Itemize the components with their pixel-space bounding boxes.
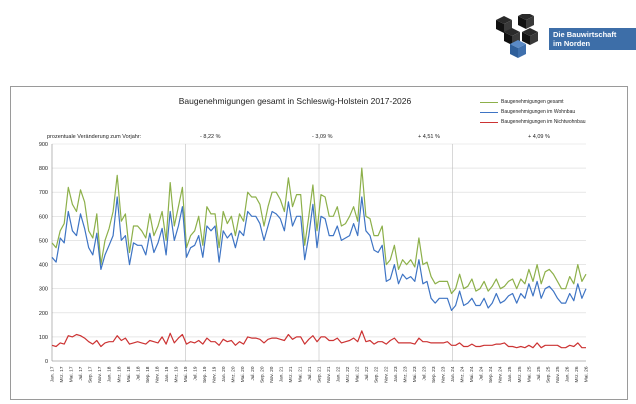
pct-change-2018: - 8,22 % xyxy=(200,134,221,140)
x-tick-label: Mai. 22 xyxy=(355,366,361,382)
pct-change-2021: + 4,09 % xyxy=(528,134,550,140)
x-tick-label: Mrz. 20 xyxy=(231,366,237,382)
legend-swatch xyxy=(480,111,498,113)
x-tick-label: Jan. 17 xyxy=(50,366,56,382)
legend-label: Baugenehmigungen gesamt xyxy=(501,99,564,105)
x-tick-label: Mai. 26 xyxy=(584,366,590,382)
x-tick-label: Nov. 25 xyxy=(555,366,561,383)
legend-swatch xyxy=(480,101,498,103)
x-tick-label: Sep. 24 xyxy=(488,366,494,383)
x-tick-label: Jan. 19 xyxy=(164,366,170,382)
x-tick-label: Sep. 21 xyxy=(317,366,323,383)
x-tick-label: Jul. 19 xyxy=(193,366,199,380)
x-tick-label: Mrz. 17 xyxy=(59,366,65,382)
x-tick-label: Mrz. 21 xyxy=(288,366,294,382)
x-tick-label: Jul. 23 xyxy=(421,366,427,380)
x-tick-label: Mai. 21 xyxy=(297,366,303,382)
x-tick-label: Nov. 18 xyxy=(154,366,160,383)
x-tick-label: Mrz. 24 xyxy=(460,366,466,382)
y-tick-label: 600 xyxy=(39,214,48,220)
x-tick-label: Mai. 24 xyxy=(469,366,475,382)
y-tick-label: 200 xyxy=(39,311,48,317)
x-tick-label: Mai. 25 xyxy=(526,366,532,382)
x-tick-label: Sep. 17 xyxy=(88,366,94,383)
pct-change-2020: + 4,51 % xyxy=(418,134,440,140)
x-tick-label: Sep. 18 xyxy=(145,366,151,383)
x-tick-label: Mrz. 26 xyxy=(574,366,580,382)
x-tick-label: Jan. 21 xyxy=(278,366,284,382)
legend-item-gesamt: Baugenehmigungen gesamt xyxy=(480,97,586,107)
legend-label: Baugenehmigungen im Wohnbau xyxy=(501,109,576,115)
series-line-1 xyxy=(51,196,587,311)
y-tick-label: 100 xyxy=(39,335,48,341)
x-tick-label: Mai. 18 xyxy=(126,366,132,382)
x-tick-label: Sep. 22 xyxy=(374,366,380,383)
x-tick-label: Mrz. 18 xyxy=(116,366,122,382)
series-line-2 xyxy=(51,330,586,349)
series-line-0 xyxy=(51,167,587,295)
chart-legend: Baugenehmigungen gesamt Baugenehmigungen… xyxy=(480,97,586,127)
x-tick-label: Jul. 22 xyxy=(364,366,370,380)
brand-line-2: im Norden xyxy=(553,39,591,48)
x-tick-label: Jan. 26 xyxy=(564,366,570,382)
x-tick-label: Mrz. 23 xyxy=(402,366,408,382)
x-tick-label: Nov. 22 xyxy=(383,366,389,383)
brand-logo xyxy=(488,12,634,62)
x-tick-label: Mai. 19 xyxy=(183,366,189,382)
x-tick-label: Mrz. 25 xyxy=(517,366,523,382)
x-tick-label: Sep. 19 xyxy=(202,366,208,383)
x-tick-label: Jan. 18 xyxy=(107,366,113,382)
x-tick-label: Mrz. 19 xyxy=(173,366,179,382)
pct-change-2019: - 3,09 % xyxy=(312,134,333,140)
x-tick-label: Nov. 20 xyxy=(269,366,275,383)
x-tick-label: Nov. 23 xyxy=(440,366,446,383)
legend-item-nichtwohnbau: Baugenehmigungen im Nichtwohnbau xyxy=(480,117,586,127)
x-tick-label: Jan. 25 xyxy=(507,366,513,382)
x-tick-label: Jan. 20 xyxy=(221,366,227,382)
pct-change-label: prozentuale Veränderung zum Vorjahr: xyxy=(47,134,142,140)
x-tick-label: Sep. 20 xyxy=(259,366,265,383)
y-tick-label: 700 xyxy=(39,190,48,196)
x-tick-label: Nov. 24 xyxy=(498,366,504,383)
y-tick-label: 800 xyxy=(39,166,48,172)
x-tick-label: Jul. 25 xyxy=(536,366,542,380)
x-tick-label: Jul. 24 xyxy=(479,366,485,380)
y-tick-label: 500 xyxy=(39,238,48,244)
brand-name: Die Bauwirtschaft im Norden xyxy=(549,28,636,50)
x-tick-label: Sep. 23 xyxy=(431,366,437,383)
x-tick-label: Mai. 17 xyxy=(69,366,75,382)
x-tick-label: Nov. 17 xyxy=(97,366,103,383)
y-tick-label: 0 xyxy=(45,359,48,365)
legend-swatch xyxy=(480,121,498,123)
x-tick-label: Jan. 22 xyxy=(336,366,342,382)
x-tick-label: Sep. 25 xyxy=(545,366,551,383)
x-tick-label: Jul. 18 xyxy=(135,366,141,380)
x-tick-label: Jul. 17 xyxy=(78,366,84,380)
chart-title: Baugenehmigungen gesamt in Schleswig-Hol… xyxy=(178,96,412,106)
x-tick-label: Mrz. 22 xyxy=(345,366,351,382)
legend-label: Baugenehmigungen im Nichtwohnbau xyxy=(501,119,586,125)
y-tick-label: 900 xyxy=(39,142,48,148)
brand-line-1: Die Bauwirtschaft xyxy=(553,30,617,39)
x-tick-label: Nov. 19 xyxy=(212,366,218,383)
isometric-cubes-icon xyxy=(496,12,538,58)
x-tick-label: Nov. 21 xyxy=(326,366,332,383)
x-tick-label: Jan. 24 xyxy=(450,366,456,382)
x-tick-label: Mai. 20 xyxy=(240,366,246,382)
x-tick-label: Mai. 23 xyxy=(412,366,418,382)
legend-item-wohnbau: Baugenehmigungen im Wohnbau xyxy=(480,107,586,117)
y-tick-label: 400 xyxy=(39,263,48,269)
y-tick-label: 300 xyxy=(39,287,48,293)
x-tick-label: Jul. 21 xyxy=(307,366,313,380)
x-tick-label: Jul. 20 xyxy=(250,366,256,380)
x-tick-label: Jan. 23 xyxy=(393,366,399,382)
